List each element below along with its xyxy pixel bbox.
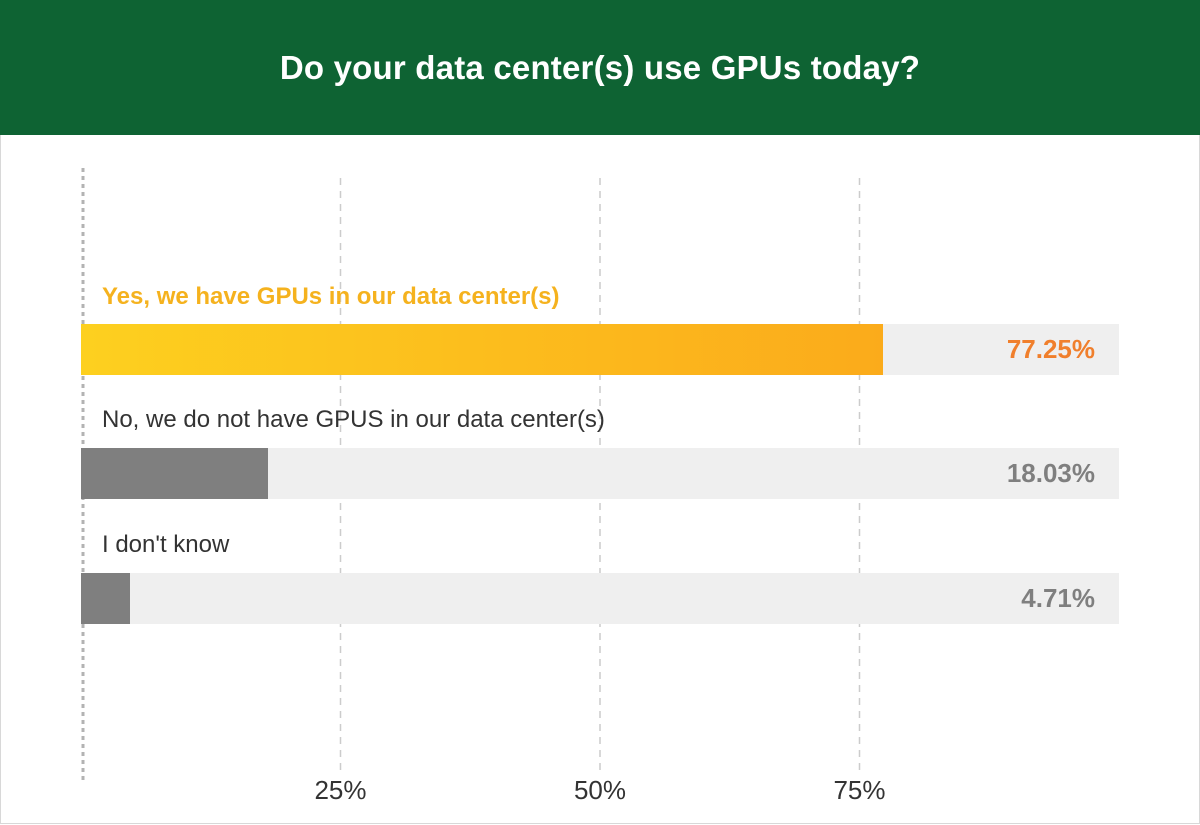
value-label: 18.03% (1006, 458, 1095, 488)
x-tick-label: 75% (833, 775, 886, 805)
bar-track: 77.25% (81, 324, 1119, 375)
category-label: I don't know (102, 531, 230, 558)
bar-track: 4.71% (81, 573, 1119, 624)
x-tick-label: 50% (573, 775, 627, 805)
category-label: No, we do not have GPUS in our data cent… (102, 406, 605, 433)
chart-title: Do your data center(s) use GPUs today? (279, 48, 921, 86)
value-label: 77.25% (1006, 334, 1095, 364)
bar (81, 448, 269, 499)
value-label: 4.71% (1021, 583, 1095, 613)
chart-header: Do your data center(s) use GPUs today? (0, 0, 1200, 135)
bar-track: 18.03% (81, 448, 1119, 499)
bar (81, 324, 883, 375)
x-tick-label: 25% (314, 775, 367, 805)
bar (81, 573, 130, 624)
category-label: Yes, we have GPUs in our data center(s) (102, 283, 560, 310)
